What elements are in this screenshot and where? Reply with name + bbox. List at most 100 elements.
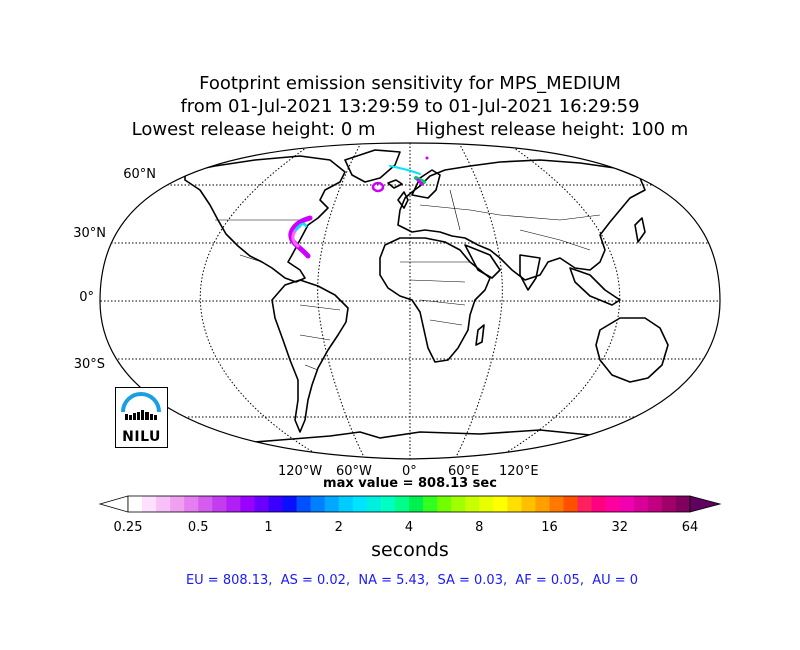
colorbar-swatch	[507, 496, 522, 512]
colorbar-swatch	[212, 496, 227, 512]
colorbar-swatch	[409, 496, 424, 512]
colorbar-tick-label: 0.25	[113, 520, 143, 535]
colorbar-tick-label: 1	[264, 520, 273, 535]
colorbar-swatch	[352, 496, 368, 512]
nilu-logo-graphic	[121, 392, 161, 420]
colorbar-swatch	[451, 496, 466, 512]
colorbar-label: seconds	[371, 539, 449, 561]
lon-label-120e: 120°E	[499, 464, 539, 479]
lat-label-30n: 30°N	[73, 226, 106, 241]
lon-label-120w: 120°W	[278, 464, 323, 479]
title-line-2: from 01-Jul-2021 13:29:59 to 01-Jul-2021…	[180, 96, 640, 117]
colorbar-swatch	[619, 496, 635, 512]
greenland-coast	[344, 149, 401, 183]
meridian-60e	[454, 143, 503, 459]
colorbar-swatch	[324, 496, 340, 512]
colorbar-swatch	[521, 496, 536, 512]
colorbar-frame	[127, 495, 691, 513]
north-america-coast	[184, 155, 346, 283]
meridian-120w	[199, 143, 326, 459]
colorbar-swatch	[479, 496, 494, 512]
colorbar-tick-label: 64	[681, 520, 699, 535]
map-outline	[99, 142, 721, 460]
colorbar-over-extension	[689, 495, 722, 513]
colorbar-tick-label: 2	[334, 520, 343, 535]
colorbar-swatch	[338, 496, 354, 512]
india-coast	[519, 254, 541, 291]
colorbar-swatch	[633, 496, 649, 512]
lat-label-equator: 0°	[79, 290, 94, 305]
title-line-1: Footprint emission sensitivity for MPS_M…	[199, 73, 621, 94]
colorbar-swatch	[465, 496, 480, 512]
australia-coast	[595, 317, 669, 383]
colorbar-swatch	[577, 496, 593, 512]
colorbar-swatch	[226, 496, 241, 512]
title-line-3: Lowest release height: 0 m Highest relea…	[131, 119, 689, 140]
colorbar-tick-label: 0.5	[187, 520, 209, 535]
lat-label-30s: 30°S	[73, 357, 105, 372]
plume-atl-loop	[371, 181, 385, 193]
arabia-coast	[464, 244, 501, 279]
madagascar-coast	[475, 324, 485, 346]
colorbar-swatch	[156, 496, 171, 512]
plume-scandinavia	[414, 156, 429, 186]
plume-na-inner	[294, 222, 308, 232]
nilu-logo: NILU	[115, 387, 168, 448]
south-america-coast	[271, 279, 349, 433]
colorbar-swatch	[198, 496, 213, 512]
colorbar-swatch	[605, 496, 621, 512]
colorbar-swatch	[142, 496, 157, 512]
plume-sc-2	[416, 178, 424, 186]
colorbar-swatch	[268, 496, 284, 512]
colorbar-swatch	[647, 496, 663, 512]
colorbar-tick-label: 32	[611, 520, 629, 535]
colorbar-swatch	[254, 496, 269, 512]
colorbar-under-extension	[98, 495, 129, 513]
colorbar-swatch	[128, 496, 143, 512]
colorbar-swatch	[535, 496, 550, 512]
se-asia-coast	[569, 267, 621, 306]
colorbar-swatch	[394, 496, 410, 512]
iceland-coast	[387, 179, 403, 189]
colorbar-swatch	[296, 496, 312, 512]
plume-sc-dot	[425, 156, 429, 160]
colorbar-swatch	[282, 496, 298, 512]
colorbar-swatch	[184, 496, 199, 512]
colorbar-swatch	[423, 496, 438, 512]
colorbar-swatch	[437, 496, 452, 512]
meridian-120e	[494, 143, 621, 459]
plume-north-america	[288, 215, 313, 259]
colorbar-swatch	[549, 496, 565, 512]
japan-coast	[634, 217, 646, 243]
colorbar-tick-label: 16	[541, 520, 558, 535]
british-isles-coast	[397, 191, 409, 209]
lon-label-60e: 60°E	[448, 464, 480, 479]
meridian-60w	[317, 143, 366, 459]
max-value-label: max value = 808.13 sec	[323, 476, 497, 491]
coastlines	[179, 149, 701, 449]
region-statistics: EU = 808.13, AS = 0.02, NA = 5.43, SA = …	[185, 573, 639, 588]
colorbar-swatch	[493, 496, 508, 512]
africa-coast	[379, 237, 491, 363]
plume-atl-track	[389, 165, 421, 175]
colorbar-swatch	[380, 496, 396, 512]
eurasia-coast	[397, 159, 646, 281]
colorbar-swatch	[563, 496, 579, 512]
lat-label-60n: 60°N	[123, 167, 156, 182]
colorbar-swatch	[675, 496, 691, 512]
nilu-logo-text: NILU	[122, 429, 161, 445]
colorbar-swatch	[366, 496, 382, 512]
colorbar-swatch	[591, 496, 607, 512]
colorbar-swatch	[661, 496, 677, 512]
colorbar-tick-label: 8	[475, 520, 484, 535]
country-borders	[215, 189, 601, 371]
colorbar-swatch	[310, 496, 326, 512]
lon-label-0: 0°	[402, 464, 417, 479]
colorbar-swatch	[170, 496, 185, 512]
colorbar-tick-label: 4	[404, 520, 414, 535]
plume-atlantic	[371, 165, 421, 193]
colorbar-swatch	[240, 496, 255, 512]
lon-label-60w: 60°W	[336, 464, 372, 479]
